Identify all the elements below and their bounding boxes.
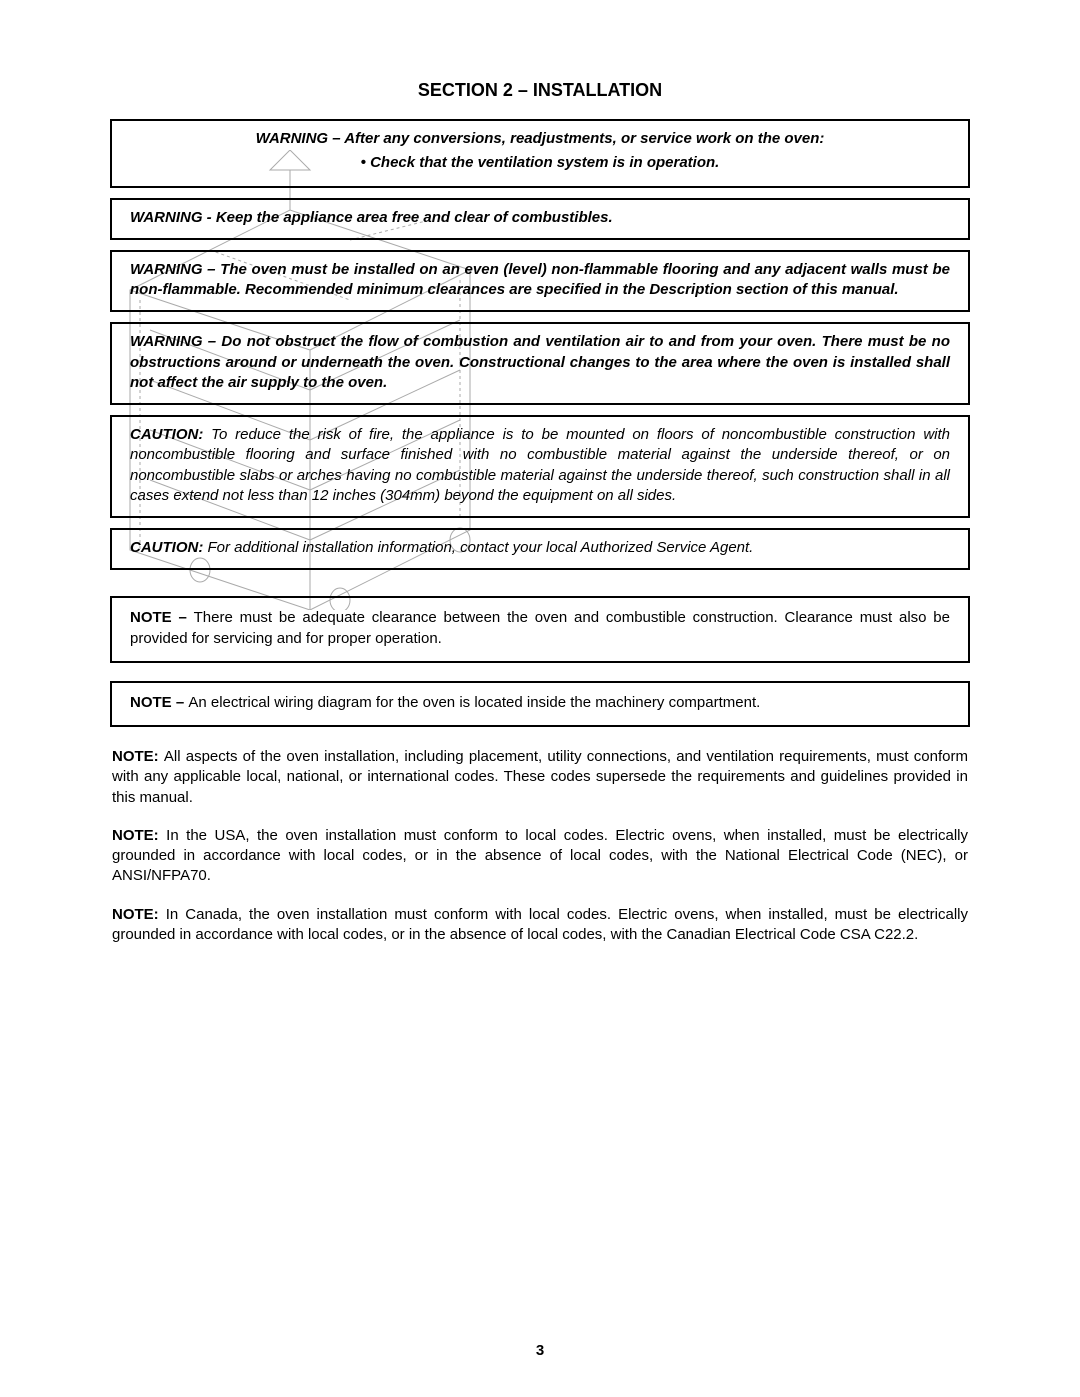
caution-label: CAUTION:: [130, 426, 211, 443]
warning-text: The oven must be installed on an even (l…: [130, 261, 950, 298]
note-text: In the USA, the oven installation must c…: [112, 827, 968, 885]
note-label: NOTE –: [130, 694, 188, 711]
warning-line: WARNING – After any conversions, readjus…: [130, 129, 950, 149]
warning-box-service: WARNING – After any conversions, readjus…: [110, 119, 970, 188]
note-label: NOTE:: [112, 827, 166, 844]
warning-label: WARNING –: [130, 261, 220, 278]
note-text: In Canada, the oven installation must co…: [112, 906, 968, 943]
caution-text: For additional installation information,…: [208, 539, 754, 556]
warning-box-flooring: WARNING – The oven must be installed on …: [110, 250, 970, 313]
note-canada: NOTE: In Canada, the oven installation m…: [112, 905, 968, 946]
note-usa: NOTE: In the USA, the oven installation …: [112, 826, 968, 887]
warning-text: Do not obstruct the flow of combustion a…: [130, 333, 950, 391]
caution-label: CAUTION:: [130, 539, 208, 556]
warning-bullet: • Check that the ventilation system is i…: [130, 153, 950, 173]
note-codes: NOTE: All aspects of the oven installati…: [112, 747, 968, 808]
caution-box-service-agent: CAUTION: For additional installation inf…: [110, 528, 970, 570]
note-text: There must be adequate clearance between…: [130, 609, 950, 646]
section-title: SECTION 2 – INSTALLATION: [110, 80, 970, 101]
note-box-clearance: NOTE – There must be adequate clearance …: [110, 596, 970, 663]
warning-box-combustibles: WARNING - Keep the appliance area free a…: [110, 198, 970, 240]
warning-text: Keep the appliance area free and clear o…: [216, 209, 613, 226]
page: SECTION 2 – INSTALLATION WARNING – After…: [0, 0, 1080, 1397]
note-label: NOTE:: [112, 748, 164, 765]
note-text: All aspects of the oven installation, in…: [112, 748, 968, 806]
caution-box-fire: CAUTION: To reduce the risk of fire, the…: [110, 415, 970, 518]
note-label: NOTE –: [130, 609, 194, 626]
caution-text: To reduce the risk of fire, the applianc…: [130, 426, 950, 504]
warning-label: WARNING –: [130, 333, 221, 350]
note-label: NOTE:: [112, 906, 166, 923]
warning-box-airflow: WARNING – Do not obstruct the flow of co…: [110, 322, 970, 405]
warning-label: WARNING -: [130, 209, 216, 226]
page-number: 3: [0, 1342, 1080, 1359]
note-box-wiring: NOTE – An electrical wiring diagram for …: [110, 681, 970, 727]
note-text: An electrical wiring diagram for the ove…: [188, 694, 760, 711]
